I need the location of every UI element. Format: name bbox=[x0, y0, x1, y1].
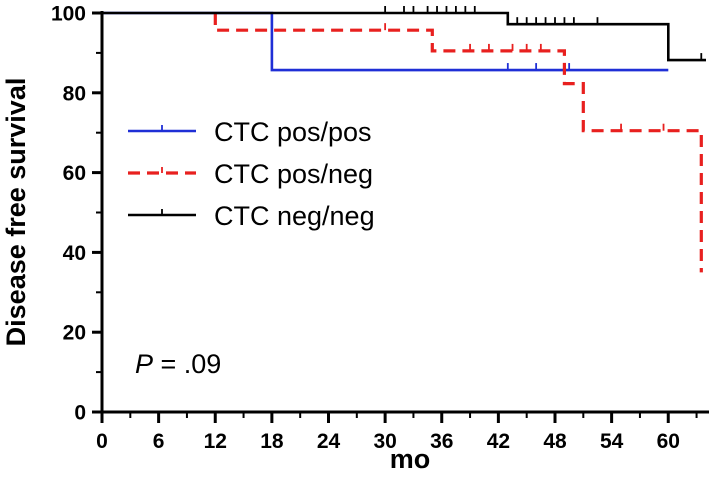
axes-layer: 0 20 40 60 80 100 0 6 12 18 24 30 36 42 48 54 60 bbox=[51, 3, 709, 453]
legend: CTC pos/pos CTC pos/neg CTC neg/neg bbox=[128, 117, 375, 231]
legend-label-3: CTC neg/neg bbox=[214, 201, 375, 231]
x-tick-label-24: 24 bbox=[317, 430, 341, 453]
x-tick-label-0: 0 bbox=[96, 430, 108, 453]
x-tick-label-36: 36 bbox=[430, 430, 453, 453]
p-value-text: = .09 bbox=[153, 349, 221, 379]
legend-label-2: CTC pos/neg bbox=[214, 159, 373, 189]
x-tick-label-12: 12 bbox=[204, 430, 227, 453]
p-value-annotation: P = .09 bbox=[135, 349, 221, 379]
y-tick-label-100: 100 bbox=[51, 3, 86, 26]
x-tick-label-6: 6 bbox=[153, 430, 165, 453]
x-axis-title: mo bbox=[390, 444, 431, 474]
y-tick-label-60: 60 bbox=[63, 162, 86, 185]
x-tick-label-18: 18 bbox=[260, 430, 284, 453]
x-tick-label-60: 60 bbox=[657, 430, 680, 453]
x-tick-label-48: 48 bbox=[543, 430, 567, 453]
series-layer bbox=[102, 6, 706, 273]
y-tick-label-80: 80 bbox=[63, 82, 86, 105]
series-line-1 bbox=[102, 11, 669, 72]
y-axis-title: Disease free survival bbox=[1, 78, 31, 347]
y-tick-label-20: 20 bbox=[63, 322, 86, 345]
x-tick-label-30: 30 bbox=[373, 430, 396, 453]
y-tick-label-0: 0 bbox=[74, 402, 86, 425]
x-tick-label-54: 54 bbox=[600, 430, 624, 453]
x-tick-label-42: 42 bbox=[487, 430, 510, 453]
p-value-letter: P bbox=[135, 349, 153, 379]
legend-label-1: CTC pos/pos bbox=[214, 117, 372, 147]
series-line-3 bbox=[102, 11, 706, 62]
series-line-2 bbox=[213, 13, 703, 273]
y-tick-label-40: 40 bbox=[63, 242, 86, 265]
